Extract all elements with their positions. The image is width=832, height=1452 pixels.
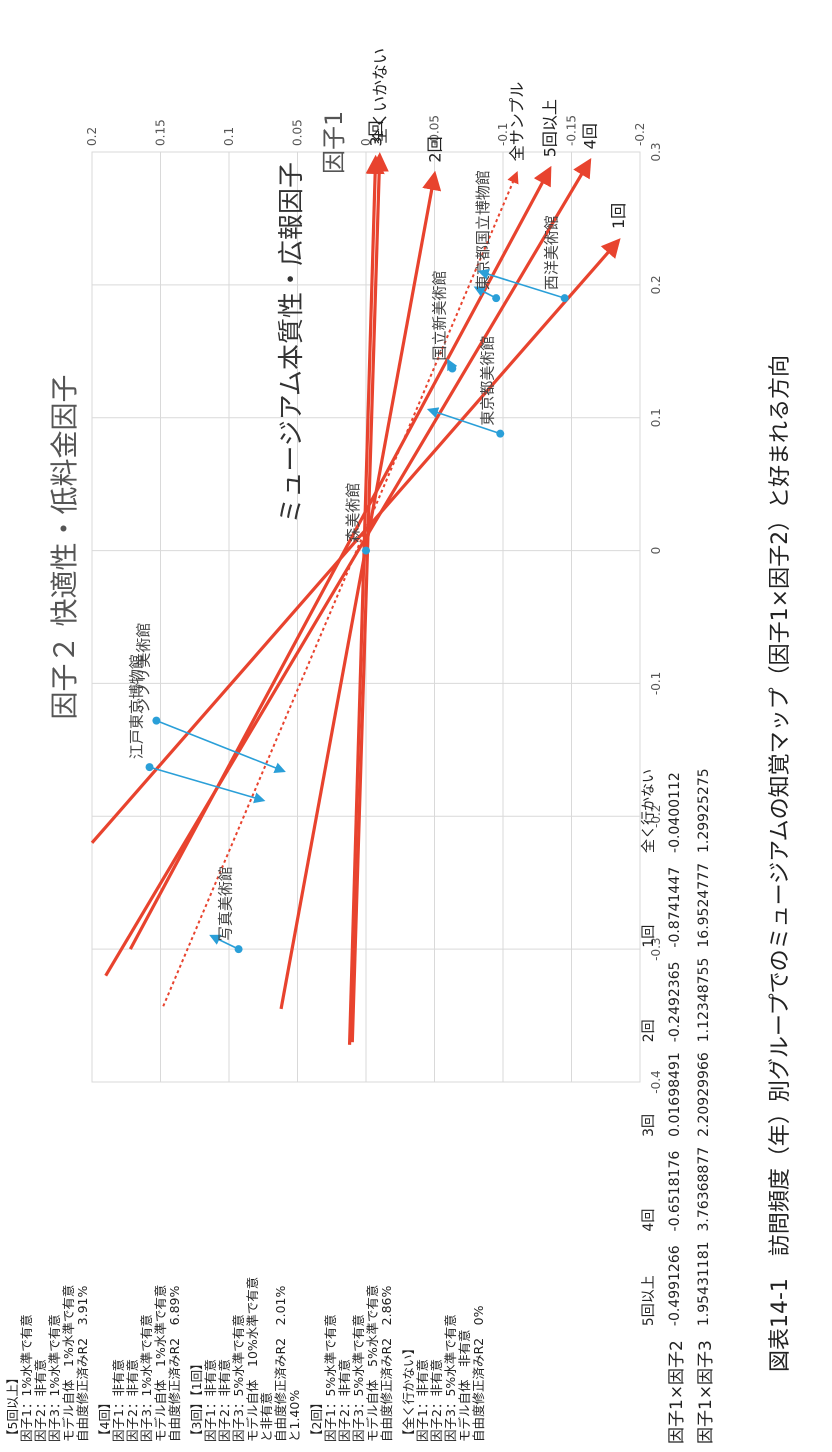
museum-point (362, 546, 370, 555)
table-header-cell: 4回 (641, 1208, 657, 1232)
y-tick-label: 0.15 (154, 119, 168, 146)
museum-label: 森美術館 (344, 483, 362, 543)
y-tick-label: -0.15 (565, 115, 579, 146)
table-cell: 1.12348755 (695, 957, 712, 1043)
table-cell: 3.76368877 (695, 1146, 712, 1232)
y-tick-label: 0.1 (222, 127, 236, 146)
museum-point (496, 429, 505, 438)
y-tick-label: -0.1 (496, 123, 510, 146)
vector-label: 5回以上 (541, 99, 560, 157)
table-cell: 因子1×因子3 (696, 1340, 716, 1444)
vector-label: 全サンプル (508, 82, 527, 162)
y-axis-label-box: 因子1 (320, 111, 348, 174)
x-tick-label: 0.2 (649, 275, 663, 294)
projection-arrow (156, 719, 286, 774)
museum-label: 国立新美術館 (430, 271, 448, 361)
table-cell: -0.2492365 (666, 961, 683, 1043)
museum-label: 江戸東京博物館 (128, 654, 146, 759)
table-row: 因子1×因子2 -0.4991266 -0.6518176 0.01698491 -0.… (660, 758, 689, 1444)
y-axis-label: ミュージアム本質性・広報因子 (277, 162, 307, 524)
museum-label: 西洋美術館 (543, 215, 561, 290)
table-header-cell: 全く行かない (641, 768, 657, 853)
x-tick-label: -0.3 (649, 937, 663, 960)
x-axis-label: 因子２ 快適性・低料金因子 (48, 375, 81, 720)
table-body: 因子1×因子2 -0.4991266 -0.6518176 0.01698491 -0.… (660, 758, 718, 1444)
table-cell: 因子1×因子2 (667, 1340, 687, 1444)
y-tick-label: 0 (359, 138, 373, 146)
table-cell: 1.29925275 (695, 768, 712, 853)
y-tick-label: 0.05 (291, 119, 305, 146)
vector-line (162, 171, 519, 1007)
y-tick-label: -0.05 (428, 115, 442, 146)
projection-arrow (149, 766, 266, 804)
table-header-cell (636, 1326, 660, 1444)
vector-label: 1回 (609, 203, 628, 229)
museum-label: 写真美術館 (217, 866, 235, 941)
museum-point (560, 294, 569, 303)
table-header-cell: 1回 (641, 924, 657, 948)
table-cell: 1.95431181 (695, 1241, 712, 1327)
museum-point (448, 364, 457, 373)
table-cell: 16.9524777 (695, 862, 712, 948)
x-tick-label: -0.4 (649, 1070, 663, 1093)
table-cell: -0.8741447 (666, 866, 683, 948)
vector-line (104, 157, 592, 977)
projection-arrow (209, 934, 239, 950)
x-tick-label: -0.2 (649, 805, 663, 828)
table-cell: 2.20929966 (695, 1052, 712, 1137)
coefficient-table: 5回以上 4回 3回 2回 1回 全く行かない 因子1×因子2 -0.4991266 -0.6… (636, 758, 718, 1444)
x-tick-label: 0.1 (649, 408, 663, 427)
museum-point (492, 294, 501, 303)
x-tick-label: 0 (649, 547, 663, 555)
museum-label: 東京都美術館 (478, 336, 496, 426)
vector-line (350, 152, 389, 1043)
y-tick-label: -0.2 (633, 123, 647, 146)
table-header-row: 5回以上 4回 3回 2回 1回 全く行かない (636, 758, 660, 1444)
projection-arrow (426, 407, 501, 435)
museum-point (145, 763, 154, 772)
museum-point (234, 945, 243, 954)
museum-label: ジブリ美術館 (134, 623, 152, 713)
museum-label: 東京都国立博物館 (474, 170, 492, 290)
vector-line (347, 154, 385, 1045)
table-cell: -0.4991266 (666, 1245, 683, 1327)
vector-label: 3回 (367, 120, 386, 146)
vector-label: 2回 (426, 136, 445, 162)
table-cell: -0.0400112 (666, 772, 683, 853)
vector-line (90, 238, 621, 844)
y-tick-label: 0.2 (85, 127, 99, 146)
table-row: 因子1×因子3 1.95431181 3.76368877 2.20929966 1.1… (689, 758, 718, 1444)
x-tick-label: -0.1 (649, 672, 663, 695)
x-tick-label: 0.3 (649, 142, 663, 161)
table-cell: 0.01698491 (666, 1052, 683, 1137)
table-header-cell: 2回 (641, 1019, 657, 1043)
table-cell: -0.6518176 (666, 1150, 683, 1232)
vector-label: 全くいかない (371, 48, 390, 144)
table-header-cell: 3回 (641, 1113, 657, 1137)
museum-point (152, 716, 161, 725)
table-header-cell: 5回以上 (641, 1275, 657, 1327)
vector-line (279, 170, 442, 1010)
vector-label: 4回 (580, 123, 599, 149)
figure-caption: 図表14-1 訪問頻度（年）別グループでのミュージアムの知覚マップ（因子1×因子… (768, 354, 793, 1372)
projection-arrow (477, 268, 565, 299)
tick-labels: -0.4-0.3-0.2-0.100.10.20.3-0.2-0.15-0.1-… (85, 115, 663, 1094)
